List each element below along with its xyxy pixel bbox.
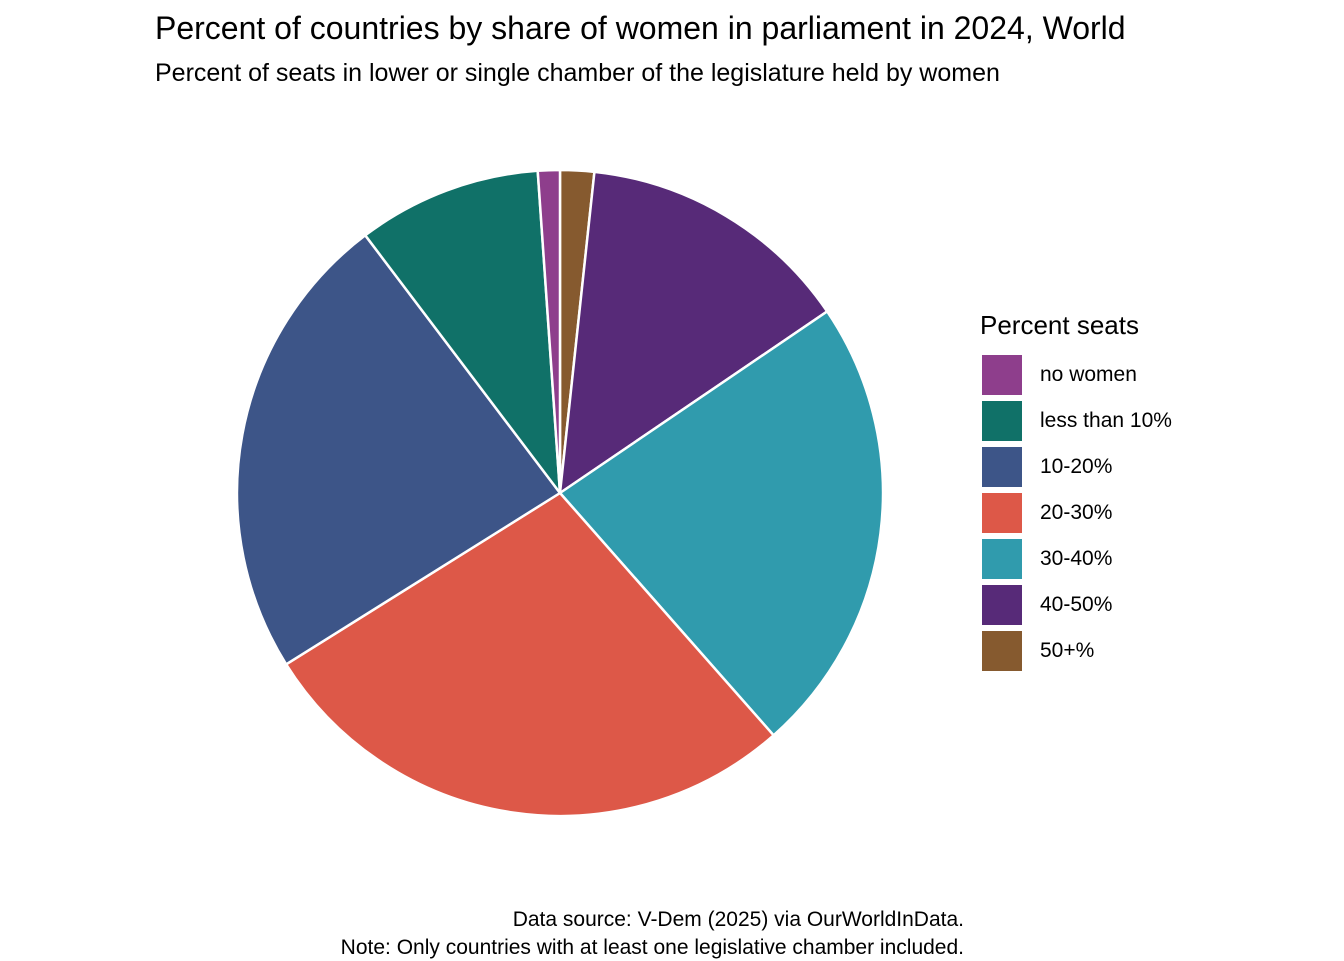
legend-swatch	[982, 631, 1022, 671]
caption-source: Data source: V-Dem (2025) via OurWorldIn…	[512, 908, 964, 931]
legend-swatch	[982, 447, 1022, 487]
pie-slice-40-50pct	[558, 170, 829, 495]
chart-subtitle: Percent of seats in lower or single cham…	[155, 59, 1000, 87]
chart-title: Percent of countries by share of women i…	[155, 10, 1126, 46]
legend-label: 10-20%	[1040, 455, 1113, 478]
legend-item-no-women: no women	[980, 352, 1172, 398]
legend-item-30-40pct: 30-40%	[980, 536, 1172, 582]
pie-slice-less-than-10pct	[364, 169, 562, 495]
legend-label: 40-50%	[1040, 593, 1113, 616]
legend-swatch	[982, 355, 1022, 395]
legend-items: no women less than 10% 10-20% 20-30% 30-40% 4…	[980, 352, 1172, 674]
legend-label: no women	[1040, 363, 1137, 386]
legend-item-20-30pct: 20-30%	[980, 490, 1172, 536]
legend-swatch	[982, 401, 1022, 441]
pie-slices	[235, 168, 885, 818]
legend-label: 30-40%	[1040, 547, 1113, 570]
legend-item-50pluspct: 50+%	[980, 628, 1172, 674]
legend-swatch	[982, 539, 1022, 579]
pie-slice-30-40pct	[558, 310, 885, 737]
pie-slice-no-women	[536, 168, 562, 495]
legend-label: less than 10%	[1040, 409, 1172, 432]
pie-slice-10-20pct	[235, 234, 562, 666]
legend-label: 50+%	[1040, 639, 1095, 662]
legend-item-less-than-10pct: less than 10%	[980, 398, 1172, 444]
pie-slice-20-30pct	[284, 491, 775, 818]
legend-item-10-20pct: 10-20%	[980, 444, 1172, 490]
legend-swatch	[982, 585, 1022, 625]
legend-swatch	[982, 493, 1022, 533]
legend: Percent seats no women less than 10% 10-20…	[980, 308, 1172, 674]
caption-note: Note: Only countries with at least one l…	[340, 936, 964, 959]
legend-label: 20-30%	[1040, 501, 1113, 524]
legend-item-40-50pct: 40-50%	[980, 582, 1172, 628]
legend-title: Percent seats	[980, 310, 1139, 340]
